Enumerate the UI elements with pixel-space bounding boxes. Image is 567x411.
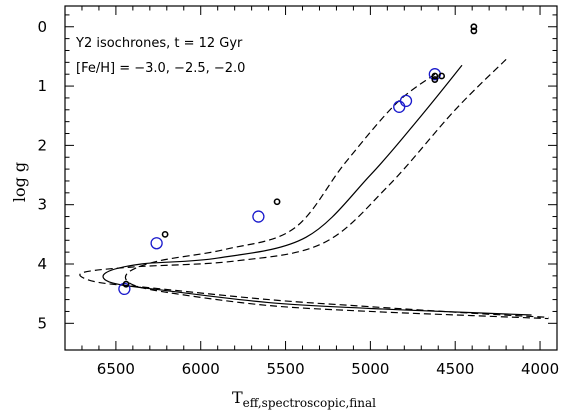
- x-tick-label: 4000: [521, 360, 559, 378]
- x-tick-label: 6500: [97, 360, 135, 378]
- annotation-metallicity: [Fe/H] = −3.0, −2.5, −2.0: [76, 61, 245, 76]
- black-point: [470, 27, 478, 35]
- tick-labels: 6500 6000 5500 5000 4500 4000 0 1 2 3 4 5: [37, 18, 559, 378]
- blue-point: [150, 237, 163, 250]
- plot-frame: [64, 5, 558, 351]
- x-axis-label-sub: eff,spectroscopic,final: [243, 396, 377, 410]
- y-tick-label: 4: [37, 255, 47, 273]
- isochrone-line-dashed: [124, 73, 549, 320]
- black-point: [431, 76, 439, 83]
- x-tick-label: 5000: [351, 360, 389, 378]
- y-tick-label: 2: [37, 136, 47, 154]
- blue-point: [118, 282, 131, 296]
- black-point: [431, 72, 439, 80]
- y-tick-label: 5: [37, 314, 47, 332]
- x-axis-label: Teff,spectroscopic,final: [232, 388, 376, 410]
- black-point: [161, 230, 169, 238]
- axis-ticks: [65, 6, 557, 350]
- x-tick-label: 4500: [436, 360, 474, 378]
- y-tick-label: 0: [37, 18, 47, 36]
- blue-point: [399, 94, 413, 108]
- x-axis-label-main: T: [232, 388, 243, 407]
- isochrone-line-solid: [102, 64, 532, 316]
- isochrone-lines: [79, 58, 549, 320]
- black-point: [470, 23, 478, 31]
- y-tick-label: 3: [37, 196, 47, 214]
- isochrone-line-dashed: [79, 58, 549, 318]
- y-axis-label: log g: [10, 162, 29, 202]
- annotation-age: Y2 isochrones, t = 12 Gyr: [75, 36, 243, 51]
- y-tick-label: 1: [37, 77, 47, 95]
- data-points: [118, 23, 478, 296]
- black-point: [273, 198, 281, 206]
- x-tick-label: 5500: [266, 360, 304, 378]
- x-tick-label: 6000: [182, 360, 220, 378]
- blue-point: [393, 100, 406, 113]
- blue-point: [252, 210, 265, 223]
- black-point: [122, 280, 130, 288]
- black-point: [438, 72, 446, 80]
